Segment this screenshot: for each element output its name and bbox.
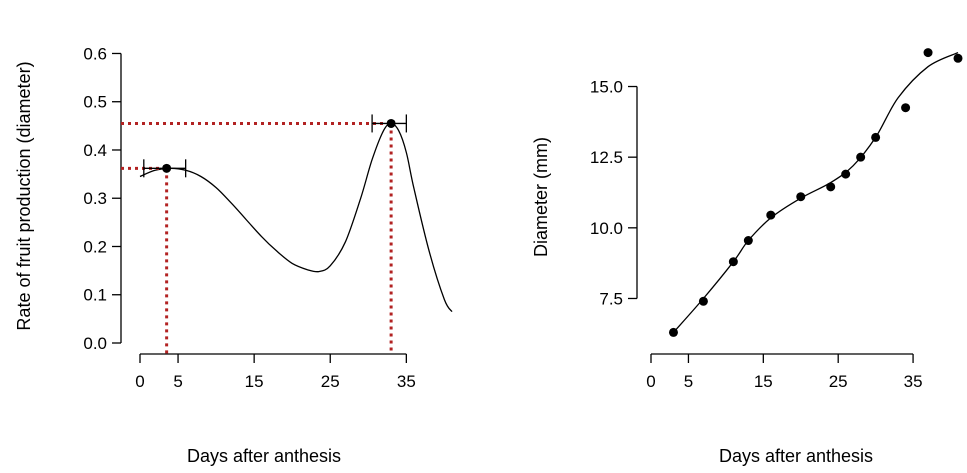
- left-x-tick-label: 35: [397, 372, 416, 391]
- rate-curve: [139, 122, 453, 313]
- left-x-tick-label: 25: [321, 372, 340, 391]
- diameter-data-point: [796, 192, 806, 202]
- left-y-tick-label: 0.3: [83, 189, 107, 208]
- left-y-tick-label: 0.0: [83, 334, 107, 353]
- right-x-axis-title: Days after anthesis: [719, 446, 873, 466]
- right-y-tick-label: 15.0: [590, 78, 623, 97]
- diameter-chart-panel: Diameter (mm) Days after anthesis 0 5 15 25…: [531, 48, 963, 466]
- diameter-data-point: [728, 257, 738, 267]
- right-y-tick-label: 7.5: [599, 289, 623, 308]
- diameter-data-point: [923, 48, 933, 58]
- diameter-data-point: [668, 327, 678, 337]
- left-x-axis-title: Days after anthesis: [187, 446, 341, 466]
- right-x-tick-label: 35: [904, 372, 923, 391]
- right-x-tick-label: 15: [754, 372, 773, 391]
- diameter-fit-line: [673, 52, 959, 333]
- right-y-tick-label: 12.5: [590, 148, 623, 167]
- diameter-data-point: [953, 53, 963, 63]
- right-y-axis-title: Diameter (mm): [531, 137, 551, 257]
- diameter-data-point: [856, 152, 866, 162]
- left-y-tick-label: 0.4: [83, 141, 107, 160]
- peak-point: [162, 163, 172, 173]
- left-y-tick-label: 0.1: [83, 286, 107, 305]
- right-x-tick-label: 5: [684, 372, 693, 391]
- diameter-data-point: [901, 103, 911, 113]
- diameter-data-point: [743, 236, 753, 246]
- left-x-tick-label: 15: [245, 372, 264, 391]
- diameter-data-point: [766, 210, 776, 220]
- left-y-tick-label: 0.2: [83, 237, 107, 256]
- diameter-data-point: [871, 132, 881, 142]
- right-x-tick-label: 0: [646, 372, 655, 391]
- diameter-data-point: [826, 182, 836, 192]
- diameter-data-point: [698, 296, 708, 306]
- left-y-tick-label: 0.5: [83, 93, 107, 112]
- left-x-tick-label: 5: [173, 372, 182, 391]
- right-x-tick-label: 25: [829, 372, 848, 391]
- left-y-tick-label: 0.6: [83, 44, 107, 63]
- left-y-axis-title: Rate of fruit production (diameter): [14, 61, 34, 330]
- peak-point: [386, 118, 396, 128]
- left-x-tick-label: 0: [135, 372, 144, 391]
- rate-chart-panel: Rate of fruit production (diameter) Days…: [14, 44, 453, 466]
- right-y-tick-label: 10.0: [590, 219, 623, 238]
- diameter-data-point: [841, 169, 851, 179]
